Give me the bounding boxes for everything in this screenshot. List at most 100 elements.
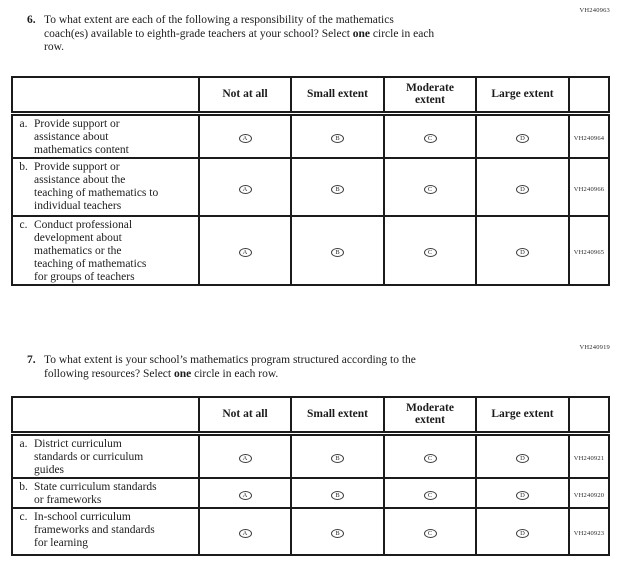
header-code-blank	[568, 76, 610, 116]
question-7-number: 7.	[27, 354, 36, 366]
answer-circle-b[interactable]: B	[331, 248, 344, 257]
option-cell: D	[475, 506, 570, 556]
option-cell: B	[290, 476, 385, 509]
answer-circle-c[interactable]: C	[423, 184, 437, 194]
question-6-text: To what extent are each of the following…	[44, 14, 434, 55]
answer-circle-b[interactable]: B	[331, 184, 344, 194]
answer-circle-a[interactable]: A	[238, 248, 252, 257]
answer-circle-c[interactable]: C	[423, 529, 437, 538]
table-row: a. Provide support or assistance about m…	[11, 112, 610, 159]
answer-circle-a[interactable]: A	[238, 529, 252, 538]
row-label: In-school curriculum frameworks and stan…	[34, 510, 155, 549]
answer-circle-a[interactable]: A	[238, 490, 252, 500]
row-code-cell: VH240921	[568, 432, 610, 479]
row-letter: c.	[19, 510, 28, 523]
question-7: 7. To what extent is your school’s mathe…	[27, 354, 587, 381]
row-code-cell: VH240920	[568, 476, 610, 509]
option-cell: C	[383, 506, 477, 556]
row-code-cell: VH240923	[568, 506, 610, 556]
question-6: 6. To what extent are each of the follow…	[27, 14, 587, 55]
answer-circle-d[interactable]: D	[516, 454, 529, 463]
option-cell: D	[475, 214, 570, 286]
row-code: VH240923	[573, 530, 605, 537]
question-7-table: Not at all Small extent Moderate extent …	[11, 396, 610, 556]
answer-circle-b[interactable]: B	[331, 454, 344, 463]
question-7-text-part1: To what extent is your school’s mathemat…	[44, 354, 416, 380]
answer-circle-a[interactable]: A	[238, 454, 252, 463]
question-6-text-part1: To what extent are each of the following…	[44, 14, 394, 40]
column-header-moderate-extent: Moderate extent	[383, 396, 477, 436]
answer-circle-b[interactable]: B	[331, 490, 344, 500]
question-7-text-bold: one	[173, 367, 192, 380]
row-label: State curriculum standards or frameworks	[34, 480, 157, 506]
option-cell: B	[290, 156, 385, 217]
row-label-cell: a. Provide support or assistance about m…	[11, 112, 200, 159]
question-6-text-bold: one	[352, 27, 371, 40]
question-6-code: VH240963	[579, 7, 610, 14]
row-label-cell: b. State curriculum standards or framewo…	[11, 476, 200, 509]
row-label: Provide support or assistance about math…	[34, 117, 129, 156]
table-header-row: Not at all Small extent Moderate extent …	[11, 76, 610, 116]
column-header-moderate-extent: Moderate extent	[383, 76, 477, 116]
answer-circle-c[interactable]: C	[423, 490, 437, 500]
option-cell: A	[198, 156, 292, 217]
column-header-large-extent: Large extent	[475, 76, 570, 116]
row-code: VH240921	[573, 455, 605, 462]
answer-circle-d[interactable]: D	[516, 248, 529, 257]
option-cell: D	[475, 476, 570, 509]
row-label-cell: b. Provide support or assistance about t…	[11, 156, 200, 217]
column-header-not-at-all: Not at all	[198, 76, 292, 116]
option-cell: A	[198, 214, 292, 286]
question-6-table: Not at all Small extent Moderate extent …	[11, 76, 610, 286]
question-6-number: 6.	[27, 14, 36, 26]
answer-circle-c[interactable]: C	[423, 454, 437, 463]
row-code: VH240920	[573, 491, 605, 499]
row-letter: b.	[19, 160, 28, 173]
option-cell: A	[198, 432, 292, 479]
column-header-large-extent: Large extent	[475, 396, 570, 436]
row-letter: c.	[19, 218, 28, 231]
answer-circle-a[interactable]: A	[238, 184, 252, 194]
header-code-blank	[568, 396, 610, 436]
header-blank	[11, 76, 200, 116]
option-cell: C	[383, 476, 477, 509]
option-cell: B	[290, 432, 385, 479]
table-header-row: Not at all Small extent Moderate extent …	[11, 396, 610, 436]
option-cell: B	[290, 506, 385, 556]
answer-circle-c[interactable]: C	[423, 134, 437, 143]
question-7-text-part2: circle in each row.	[191, 367, 279, 380]
column-header-small-extent: Small extent	[290, 396, 385, 436]
answer-circle-d[interactable]: D	[516, 184, 529, 194]
row-letter: a.	[19, 437, 28, 450]
option-cell: A	[198, 506, 292, 556]
row-code-cell: VH240965	[568, 214, 610, 286]
answer-circle-a[interactable]: A	[238, 134, 252, 143]
answer-circle-d[interactable]: D	[516, 529, 529, 538]
answer-circle-d[interactable]: D	[516, 490, 529, 500]
header-blank	[11, 396, 200, 436]
column-header-not-at-all: Not at all	[198, 396, 292, 436]
table-row: b. State curriculum standards or framewo…	[11, 476, 610, 509]
option-cell: A	[198, 112, 292, 159]
option-cell: D	[475, 432, 570, 479]
table-row: b. Provide support or assistance about t…	[11, 156, 610, 217]
option-cell: C	[383, 214, 477, 286]
table-row: c. Conduct professional development abou…	[11, 214, 610, 286]
row-code: VH240966	[573, 185, 605, 193]
answer-circle-d[interactable]: D	[516, 134, 529, 143]
answer-circle-c[interactable]: C	[423, 248, 437, 257]
table-row: a. District curriculum standards or curr…	[11, 432, 610, 479]
row-code-cell: VH240964	[568, 112, 610, 159]
question-6-text-part2: circle in each row.	[44, 27, 435, 54]
question-7-text: To what extent is your school’s mathemat…	[44, 354, 416, 381]
row-label-cell: c. In-school curriculum frameworks and s…	[11, 506, 200, 556]
option-cell: A	[198, 476, 292, 509]
option-cell: B	[290, 112, 385, 159]
row-code: VH240965	[573, 249, 605, 256]
answer-circle-b[interactable]: B	[331, 134, 344, 143]
answer-circle-b[interactable]: B	[331, 529, 344, 538]
row-label-cell: a. District curriculum standards or curr…	[11, 432, 200, 479]
row-code-cell: VH240966	[568, 156, 610, 217]
option-cell: C	[383, 432, 477, 479]
row-letter: b.	[19, 480, 28, 493]
